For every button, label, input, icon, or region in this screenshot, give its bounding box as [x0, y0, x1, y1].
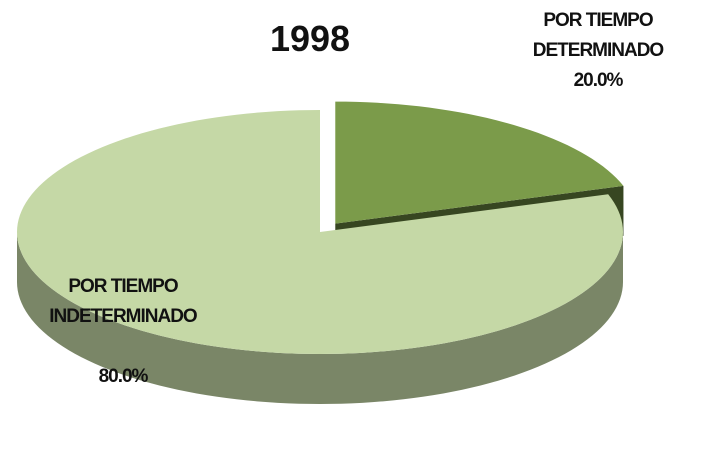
chart-title: 1998 [269, 18, 351, 59]
slice [335, 101, 624, 224]
slice-label: POR TIEMPO INDETERMINADO [49, 276, 197, 327]
slice [17, 110, 623, 354]
value-label: 20.0% [573, 70, 624, 91]
slice-label: POR TIEMPO DETERMINADO [532, 10, 664, 61]
value-label: 80.0% [98, 366, 149, 387]
slice-side [17, 232, 623, 404]
